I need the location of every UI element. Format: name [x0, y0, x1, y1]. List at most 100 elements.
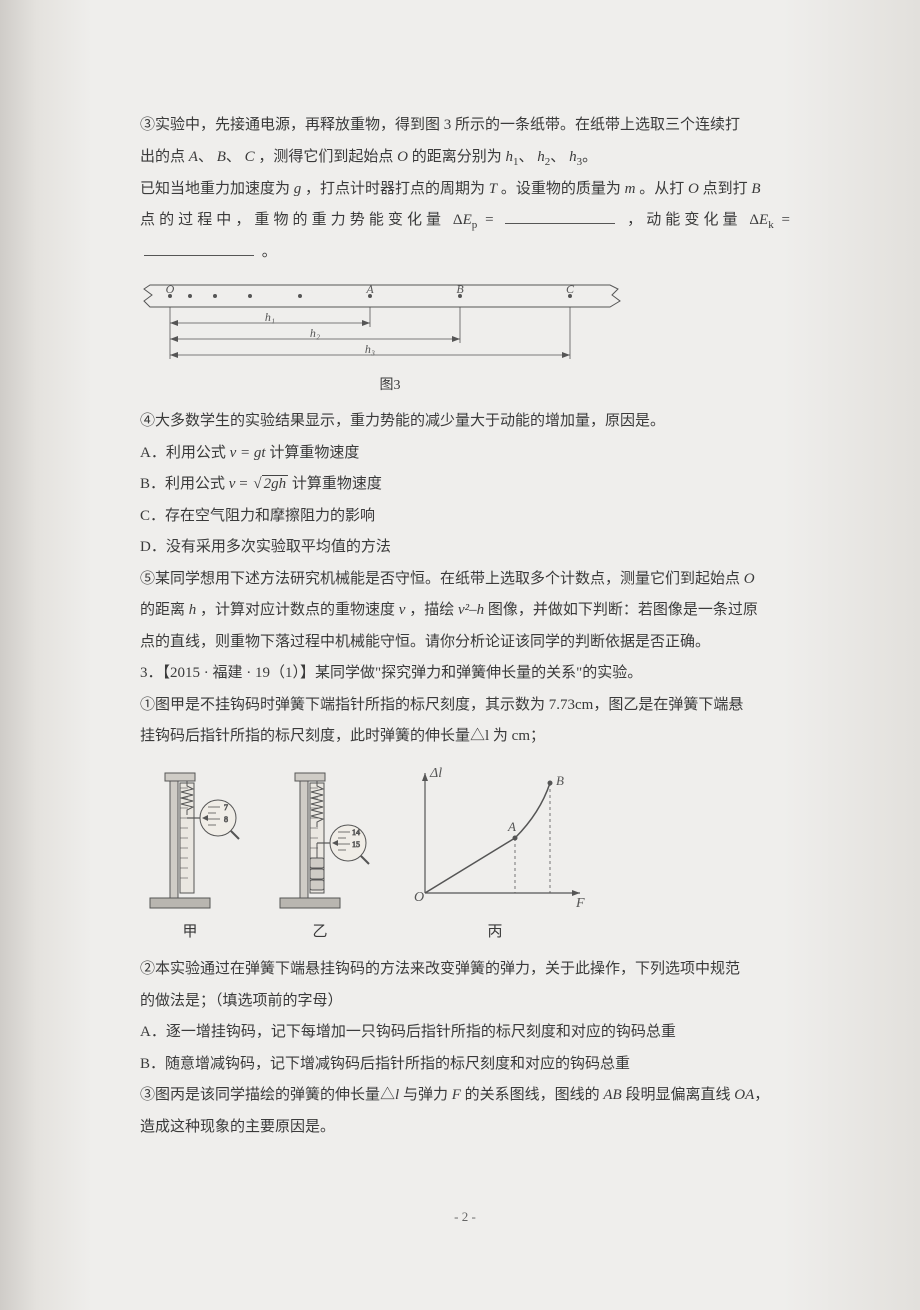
Ek-sub: k — [768, 219, 774, 231]
var-m: m — [625, 181, 636, 197]
text: ，计算对应计数点的重物速度 — [200, 602, 399, 618]
q3-1a: ①图甲是不挂钩码时弹簧下端指针所指的标尺刻度，其示数为 7.73cm，图乙是在弹… — [140, 690, 790, 722]
q3-1b: 挂钩码后指针所指的标尺刻度，此时弹簧的伸长量△l 为 cm； — [140, 721, 790, 753]
svg-text:O: O — [166, 282, 175, 296]
svg-text:7: 7 — [224, 803, 228, 812]
h-var: h — [189, 602, 197, 618]
point-b: B — [217, 149, 226, 165]
svg-text:C: C — [566, 282, 575, 296]
svg-text:14: 14 — [352, 828, 360, 837]
v2: v — [229, 476, 236, 492]
text: 与弹力 — [403, 1087, 452, 1103]
point-o: O — [397, 149, 408, 165]
v2h: v²–h — [458, 602, 484, 618]
device-yi-svg: 14 15 — [270, 763, 370, 913]
svg-text:h₂: h₂ — [310, 326, 320, 340]
text: 点到打 — [703, 181, 752, 197]
text: 的距离 — [140, 602, 189, 618]
sqrt-arg: 2gh — [262, 475, 289, 492]
text: 计算重物速度 — [269, 445, 359, 461]
h1: h — [506, 149, 514, 165]
point-a: A — [189, 149, 198, 165]
text: 已知当地重力加速度为 — [140, 181, 294, 197]
h3: h — [569, 149, 577, 165]
para-3-line1: ③实验中，先接通电源，再释放重物，得到图 3 所示的一条纸带。在纸带上选取三个连… — [140, 110, 790, 142]
q3-2-opt-a: A．逐一增挂钩码，记下每增加一只钩码后指针所指的标尺刻度和对应的钩码总重 — [140, 1017, 790, 1049]
v: v — [230, 445, 237, 461]
F: F — [452, 1087, 461, 1103]
h1-sub: 1 — [513, 156, 519, 168]
svg-text:15: 15 — [352, 840, 360, 849]
period: 。 — [262, 244, 277, 260]
eq2: = — [782, 212, 790, 228]
q3-2a: ②本实验通过在弹簧下端悬挂钩码的方法来改变弹簧的弹力，关于此操作，下列选项中规范 — [140, 954, 790, 986]
var-T: T — [489, 181, 497, 197]
text: ⑤某同学想用下述方法研究机械能是否守恒。在纸带上选取多个计数点，测量它们到起始点 — [140, 571, 744, 587]
q3-3-line2: 造成这种现象的主要原因是。 — [140, 1112, 790, 1144]
q3-header: 3．【2015 · 福建 · 19（1）】某同学做"探究弹力和弹簧伸长量的关系"… — [140, 658, 790, 690]
q3-2-opt-b: B．随意增减钩码，记下增减钩码后指针所指的标尺刻度和对应的钩码总重 — [140, 1049, 790, 1081]
option-b: B．利用公式 v = √2gh 计算重物速度 — [140, 469, 790, 501]
v-var: v — [399, 602, 406, 618]
option-a: A．利用公式 v = gt 计算重物速度 — [140, 438, 790, 470]
graph-bing-svg: O Δl F A B — [400, 763, 590, 913]
text: ，打点计时器打点的周期为 — [305, 181, 489, 197]
svg-text:h₃: h₃ — [365, 342, 375, 356]
svg-text:A: A — [507, 819, 516, 834]
figure-devices-row: 7 8 甲 — [140, 763, 790, 949]
page-number: - 2 - — [140, 1203, 790, 1230]
Ep: E — [463, 212, 472, 228]
svg-text:A: A — [365, 282, 374, 296]
h2: h — [537, 149, 545, 165]
text: 的距离分别为 — [412, 149, 506, 165]
gt: gt — [254, 445, 266, 461]
device-yi: 14 15 乙 — [270, 763, 370, 949]
svg-text:B: B — [456, 282, 464, 296]
text: 图像，并做如下判断：若图像是一条过原 — [488, 602, 758, 618]
text: 计算重物速度 — [292, 476, 382, 492]
text: ③图丙是该同学描绘的弹簧的伸长量△ — [140, 1087, 395, 1103]
text: 点的过程中，重物的重力势能变化量 Δ — [140, 212, 463, 228]
q3-2b: 的做法是；（填选项前的字母） — [140, 986, 790, 1018]
text: 。设重物的质量为 — [501, 181, 625, 197]
point-c: C — [245, 149, 255, 165]
option-d: D．没有采用多次实验取平均值的方法 — [140, 532, 790, 564]
comma: ， — [754, 1087, 769, 1103]
para-3-line4: 点的过程中，重物的重力势能变化量 ΔEp = ，动能变化量 ΔEk = 。 — [140, 205, 790, 269]
device-jia: 7 8 甲 — [140, 763, 240, 949]
svg-text:8: 8 — [224, 815, 228, 824]
eq: = — [485, 212, 501, 228]
para-5-line2: 的距离 h ，计算对应计数点的重物速度 v ，描绘 v²–h 图像，并做如下判断… — [140, 595, 790, 627]
svg-text:h₁: h₁ — [265, 310, 275, 324]
tape-svg: O A B C h₁ h₂ h₃ — [140, 279, 640, 369]
label-bing: 丙 — [487, 917, 502, 949]
text: 出的点 — [140, 149, 189, 165]
l: l — [395, 1087, 399, 1103]
para-4: ④大多数学生的实验结果显示，重力势能的减少量大于动能的增加量，原因是。 — [140, 406, 790, 438]
para-5-line3: 点的直线，则重物下落过程中机械能守恒。请你分析论证该同学的判断依据是否正确。 — [140, 627, 790, 659]
point-o2: O — [688, 181, 699, 197]
para-5-line1: ⑤某同学想用下述方法研究机械能是否守恒。在纸带上选取多个计数点，测量它们到起始点… — [140, 564, 790, 596]
label-jia: 甲 — [182, 917, 197, 949]
text: ，描绘 — [409, 602, 458, 618]
figure-3: O A B C h₁ h₂ h₃ 图3 — [140, 279, 790, 400]
point-b2: B — [751, 181, 760, 197]
option-c: C．存在空气阻力和摩擦阻力的影响 — [140, 501, 790, 533]
figure-3-caption: 图3 — [140, 371, 640, 400]
text: 。从打 — [639, 181, 688, 197]
graph-bing: O Δl F A B 丙 — [400, 763, 590, 949]
para-3-line2: 出的点 A、 B、 C ，测得它们到起始点 O 的距离分别为 h1、 h2、 h… — [140, 142, 790, 174]
eq-b: = — [239, 476, 251, 492]
blank-ek — [144, 240, 254, 256]
h3-sub: 3 — [577, 156, 583, 168]
Ek: E — [759, 212, 768, 228]
text: ，动能变化量 Δ — [627, 212, 759, 228]
text: ，测得它们到起始点 — [258, 149, 397, 165]
text: 段明显偏离直线 — [625, 1087, 734, 1103]
svg-text:O: O — [414, 890, 424, 905]
svg-text:Δl: Δl — [429, 766, 442, 781]
point-o3: O — [744, 571, 755, 587]
h2-sub: 2 — [545, 156, 551, 168]
sqrt: √2gh — [251, 469, 288, 501]
q3-3-line1: ③图丙是该同学描绘的弹簧的伸长量△l 与弹力 F 的关系图线，图线的 AB 段明… — [140, 1080, 790, 1112]
